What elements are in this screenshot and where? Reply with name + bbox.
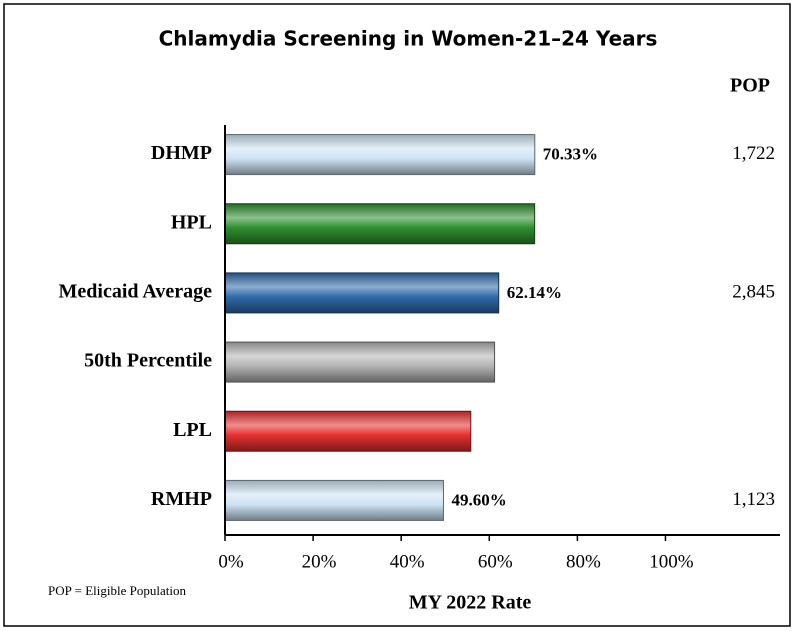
value-label: 62.14% — [507, 283, 562, 302]
y-tick-label: Medicaid Average — [59, 281, 213, 303]
bar — [224, 341, 496, 383]
x-tick-label: 40% — [390, 551, 425, 572]
chart-title: Chlamydia Screening in Women-21–24 Years — [159, 27, 658, 51]
value-label: 49.60% — [451, 490, 506, 509]
x-axis-label: MY 2022 Rate — [409, 592, 532, 614]
y-tick-label: LPL — [173, 419, 212, 441]
value-label: 70.33% — [543, 144, 598, 163]
y-tick-label: DHMP — [151, 142, 212, 164]
x-tick-label: 60% — [478, 551, 513, 572]
y-tick-label: HPL — [171, 211, 212, 233]
pop-value: 1,123 — [732, 489, 775, 510]
bar — [224, 479, 444, 521]
x-tick-label: 80% — [566, 551, 601, 572]
frame — [3, 3, 791, 627]
x-tick-label: 20% — [302, 551, 337, 572]
pop-value: 1,722 — [732, 143, 775, 164]
pop-header: POP — [730, 75, 770, 97]
bar — [224, 410, 472, 452]
pop-value: 2,845 — [732, 281, 775, 302]
bar — [224, 272, 500, 314]
y-tick-label: 50th Percentile — [84, 350, 212, 372]
footnote: POP = Eligible Population — [48, 583, 186, 598]
x-tick-label: 0% — [218, 551, 244, 572]
y-tick-label: RMHP — [151, 488, 212, 510]
bar — [224, 203, 536, 245]
x-tick-label: 100% — [649, 551, 694, 572]
bar — [224, 134, 536, 176]
